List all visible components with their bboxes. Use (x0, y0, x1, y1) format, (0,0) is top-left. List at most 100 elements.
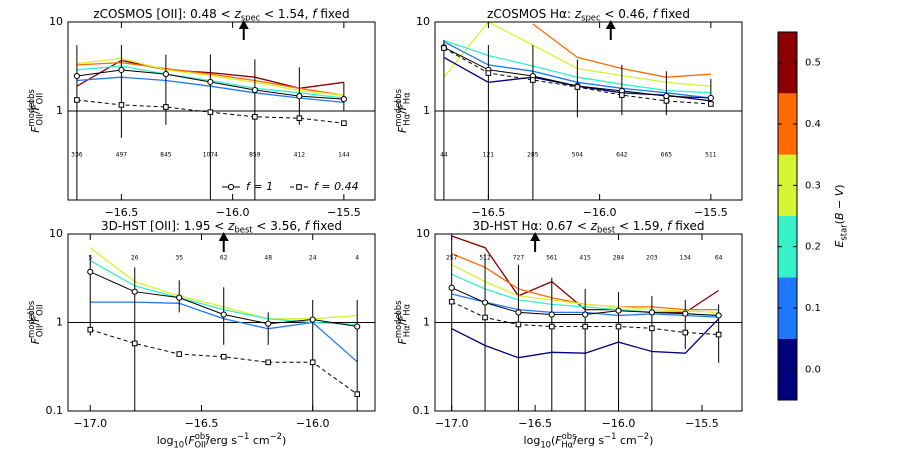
text-part: Hα (401, 325, 411, 337)
y-tick-label: 10 (416, 15, 430, 28)
point (682, 329, 689, 336)
text-part: / (396, 321, 409, 325)
count-label: 284 (613, 255, 625, 262)
text-part: ( (184, 434, 188, 447)
text-part: /erg s (206, 434, 237, 447)
y-tick-label: 1 (56, 104, 63, 117)
text-part: star (838, 224, 848, 241)
count-label: 26 (131, 255, 139, 262)
text-part: model (26, 312, 36, 338)
text-part: < 1.59, (615, 219, 667, 233)
point (582, 323, 588, 330)
point (207, 109, 214, 115)
text-part: Hα (401, 92, 411, 104)
text-part: < 1.54, (260, 7, 312, 21)
colorbar-tick-label: 0.5 (805, 58, 821, 69)
legend-label: f = 0.44 (314, 180, 359, 193)
colorbar-tick-label: 0.1 (805, 303, 821, 314)
point (548, 311, 555, 318)
text-part: ) (833, 184, 846, 188)
point (118, 102, 125, 108)
text-part: z (574, 7, 582, 21)
x-tick-label: −16.0 (296, 417, 330, 430)
point (441, 45, 447, 51)
point (131, 288, 138, 295)
text-part: obs (26, 89, 36, 104)
colorbar-label: Estar(B − V) (833, 184, 848, 247)
x-tick-label: −15.5 (685, 417, 719, 430)
text-part: −1 (237, 431, 249, 441)
arrow-head (238, 20, 249, 29)
point (251, 86, 258, 94)
point (481, 299, 489, 306)
text-part: fixed (317, 7, 350, 21)
point (341, 120, 347, 126)
x-axis-label: log10(Fobs OII/erg s−1 cm−2) (157, 431, 287, 449)
text-part: log (524, 434, 541, 447)
text-part: best (234, 224, 253, 234)
arrow-head (530, 232, 541, 241)
text-part: 10 (540, 439, 551, 449)
count-label: 257 (446, 255, 458, 262)
point (682, 310, 689, 317)
text-part: obs (393, 301, 403, 316)
y-axis-label: FmodelOII/FobsOII (26, 89, 44, 133)
text-part: B (833, 213, 846, 221)
count-label: 412 (294, 152, 306, 159)
text-part: OII (194, 439, 206, 449)
colorbar-band (778, 216, 797, 278)
legend-marker (296, 184, 302, 190)
x-tick-label: −17.0 (435, 417, 469, 430)
text-part: F (555, 434, 562, 447)
point (252, 114, 258, 120)
text-part: obs (393, 89, 403, 104)
x-tick-label: −16.0 (602, 417, 636, 430)
y-axis-label: FmodelOII/FobsOII (26, 301, 44, 345)
point (265, 359, 272, 366)
text-part: f (653, 7, 659, 21)
count-label: 35 (175, 255, 183, 262)
point (707, 94, 714, 102)
count-label: 134 (680, 255, 692, 262)
y-axis-label: FmodelHα/FobsHα (393, 301, 411, 345)
point (482, 314, 488, 321)
text-part: obs (195, 431, 210, 441)
text-part: − (833, 196, 846, 212)
text-part: ) (282, 434, 286, 447)
text-part: /erg s (573, 434, 604, 447)
count-label: 665 (661, 152, 673, 159)
y-tick-label: 1 (56, 316, 63, 329)
point (715, 312, 722, 319)
text-part: f (667, 219, 673, 233)
point (485, 70, 492, 76)
text-part: / (396, 110, 409, 114)
colorbar-tick-label: 0.2 (805, 242, 821, 253)
point (309, 359, 316, 366)
colorbar-band (778, 338, 797, 400)
point (73, 72, 80, 80)
y-tick-label: 0.1 (46, 404, 64, 417)
text-part: f (312, 7, 318, 21)
text-part: F (396, 337, 409, 344)
colorbar-band (778, 154, 797, 216)
text-part: −1 (604, 431, 616, 441)
point (176, 351, 183, 357)
x-tick-label: −16.5 (518, 417, 552, 430)
count-label: 44 (440, 152, 448, 159)
text-part: < 3.56, (253, 219, 305, 233)
text-part: F (29, 126, 42, 133)
text-part: F (396, 103, 409, 110)
count-label: 48 (264, 255, 272, 262)
panel-title: 3D-HST Hα: 0.67 < zbest < 1.59, f fixed (473, 219, 705, 235)
count-label: 727 (513, 255, 525, 262)
text-part: Hα (561, 439, 573, 449)
point (715, 331, 722, 338)
point (220, 311, 227, 318)
text-part: ( (833, 220, 846, 224)
point (176, 294, 183, 301)
point (619, 92, 625, 98)
plot-area (68, 45, 375, 200)
text-part: F (396, 315, 409, 322)
point (163, 104, 169, 110)
